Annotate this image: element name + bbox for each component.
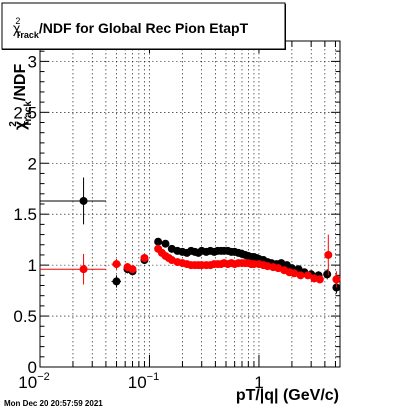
footer-timestamp: Mon Dec 20 20:57:59 2021 (4, 399, 103, 408)
chart-title: χ2 Track/NDF for Global Rec Pion EtapT (13, 16, 249, 40)
y-tick-label: 0 (28, 358, 37, 377)
y-tick-label: 2 (28, 154, 37, 173)
x-tick-label: 1 (254, 373, 263, 392)
data-point (324, 250, 333, 259)
data-series (40, 177, 341, 294)
data-point (161, 239, 170, 248)
data-point (112, 277, 121, 286)
y-tick-label: 3 (28, 52, 37, 71)
data-point (79, 265, 88, 274)
data-point (296, 271, 305, 280)
y-tick-label: 1 (28, 256, 37, 275)
data-point (332, 275, 341, 284)
x-tick-label: 10−2 (18, 371, 49, 392)
series-group (40, 234, 341, 288)
y-axis-label-text: χ2 Track/NDF (8, 64, 34, 130)
chart-title-box: χ2 Track/NDF for Global Rec Pion EtapT (1, 2, 286, 50)
data-point (140, 253, 149, 262)
y-axis-label: χ2 Track/NDF (8, 64, 34, 130)
x-tick-label: 10−1 (128, 371, 159, 392)
y-tick-label: 0.5 (13, 307, 37, 326)
data-point (303, 271, 312, 280)
x-axis-label: pT/|q| (GeV/c) (236, 387, 339, 404)
data-point (128, 265, 137, 274)
data-point (79, 196, 88, 205)
y-tick-label: 2.5 (13, 103, 37, 122)
data-point (154, 237, 163, 246)
y-tick-label: 1.5 (13, 205, 37, 224)
data-point (323, 270, 332, 279)
data-point (112, 260, 121, 269)
tick-labels: 0 0.5 1 1.5 2 2.5 3 10−2 10−1 1 (13, 52, 263, 392)
data-point (290, 269, 299, 278)
data-point (315, 275, 324, 284)
